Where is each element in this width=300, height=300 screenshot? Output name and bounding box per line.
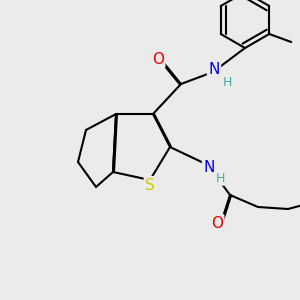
Text: H: H [215,172,225,184]
Text: N: N [208,62,220,77]
Text: N: N [203,160,215,175]
Text: S: S [145,178,155,193]
Text: H: H [222,76,232,88]
Text: O: O [211,215,223,230]
Text: O: O [152,52,164,67]
